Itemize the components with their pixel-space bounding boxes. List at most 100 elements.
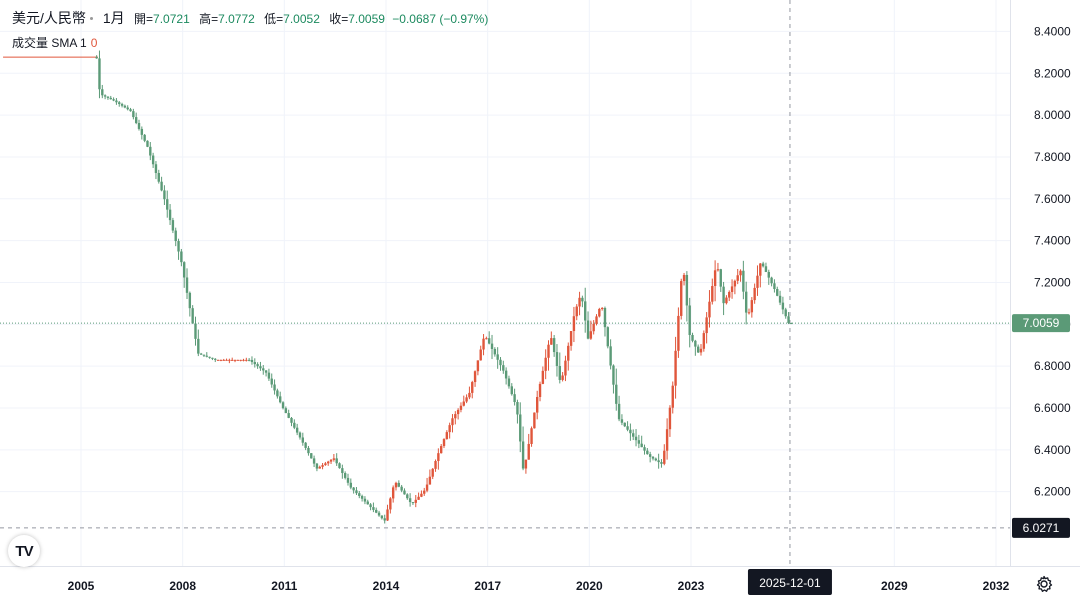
- candle-body: [668, 407, 672, 430]
- x-tick-label: 2014: [373, 579, 400, 593]
- candle: [663, 444, 666, 466]
- candle-body: [482, 338, 485, 350]
- candle: [648, 451, 652, 463]
- candle-body: [519, 414, 522, 442]
- candle: [637, 434, 641, 449]
- candle: [632, 429, 635, 441]
- candle: [521, 426, 525, 471]
- candle: [301, 432, 305, 446]
- tradingview-logo-icon[interactable]: TV: [8, 535, 40, 567]
- candle: [725, 295, 728, 305]
- candle: [106, 96, 110, 100]
- candle-body: [756, 275, 759, 288]
- candle-body: [600, 307, 604, 310]
- candle-body: [301, 437, 305, 443]
- candle: [180, 248, 183, 267]
- y-tick-label: 7.2000: [1034, 275, 1071, 289]
- candle: [773, 279, 776, 293]
- grid-lines: [0, 0, 1010, 566]
- candle: [231, 357, 234, 361]
- candle-body: [699, 348, 703, 353]
- candle: [262, 365, 265, 375]
- candle: [95, 55, 98, 59]
- candle: [702, 330, 706, 352]
- candle: [199, 352, 203, 355]
- candle-body: [363, 498, 367, 502]
- candle: [688, 297, 691, 348]
- candle-body: [620, 419, 624, 423]
- candle: [343, 471, 347, 480]
- candle-body: [386, 509, 389, 521]
- candle: [781, 296, 785, 315]
- candle-body: [711, 286, 714, 302]
- candle-body: [767, 271, 770, 278]
- candle: [510, 383, 513, 396]
- interval-label[interactable]: 1月: [102, 10, 125, 26]
- crosshair-date-tag-label: 2025-12-01: [759, 576, 821, 590]
- gear-icon[interactable]: [1034, 574, 1054, 594]
- candle: [154, 161, 158, 180]
- candle-body: [304, 442, 307, 448]
- candle-body: [612, 365, 615, 385]
- candle: [101, 84, 104, 99]
- candle-body: [358, 493, 361, 496]
- candle-body: [174, 230, 177, 242]
- candle-body: [696, 346, 700, 353]
- candle-body: [389, 498, 392, 510]
- candle: [160, 176, 163, 192]
- candle-body: [722, 286, 725, 304]
- candle-body: [677, 315, 680, 351]
- candle-body: [691, 334, 694, 341]
- candle-body: [182, 262, 186, 278]
- candle-body: [168, 209, 172, 221]
- candle: [696, 344, 700, 354]
- candle-body: [637, 440, 641, 444]
- candle: [109, 95, 112, 100]
- candle: [487, 331, 491, 345]
- candle: [98, 50, 101, 99]
- candle-body: [310, 453, 313, 459]
- candle: [194, 316, 197, 346]
- candle: [166, 190, 169, 218]
- candle: [739, 269, 742, 282]
- candle: [437, 448, 440, 470]
- x-tick-label: 2017: [474, 579, 501, 593]
- candle-body: [225, 359, 228, 361]
- candle-body: [262, 368, 265, 371]
- candle: [273, 379, 276, 395]
- candle-body: [550, 338, 553, 345]
- candle-body: [439, 446, 443, 454]
- candle-body: [273, 384, 276, 391]
- candle-body: [456, 409, 460, 415]
- candle-body: [784, 309, 787, 317]
- candle-body: [222, 359, 225, 361]
- candle: [674, 336, 677, 399]
- candle-body: [123, 105, 127, 108]
- candle: [197, 329, 200, 357]
- y-tick-label: 8.4000: [1034, 24, 1071, 38]
- candle-body: [194, 323, 197, 339]
- candle-body: [231, 359, 234, 361]
- symbol-title[interactable]: 美元/人民幣: [12, 10, 86, 26]
- candle: [742, 260, 745, 300]
- candle: [126, 105, 129, 111]
- candle: [606, 326, 610, 349]
- candle: [657, 453, 660, 469]
- candle-body: [584, 301, 587, 321]
- candle-body: [318, 466, 321, 469]
- candle-body: [657, 460, 660, 463]
- candle: [598, 307, 601, 318]
- candle-body: [106, 96, 110, 98]
- candle-body: [561, 375, 564, 380]
- candle: [516, 399, 519, 424]
- candle-body: [137, 123, 141, 129]
- candle: [753, 283, 756, 304]
- candle-body: [578, 297, 581, 307]
- candle: [555, 344, 559, 377]
- candle-body: [485, 338, 488, 340]
- candle: [298, 431, 302, 440]
- candle: [547, 340, 550, 371]
- candle-body: [157, 172, 160, 182]
